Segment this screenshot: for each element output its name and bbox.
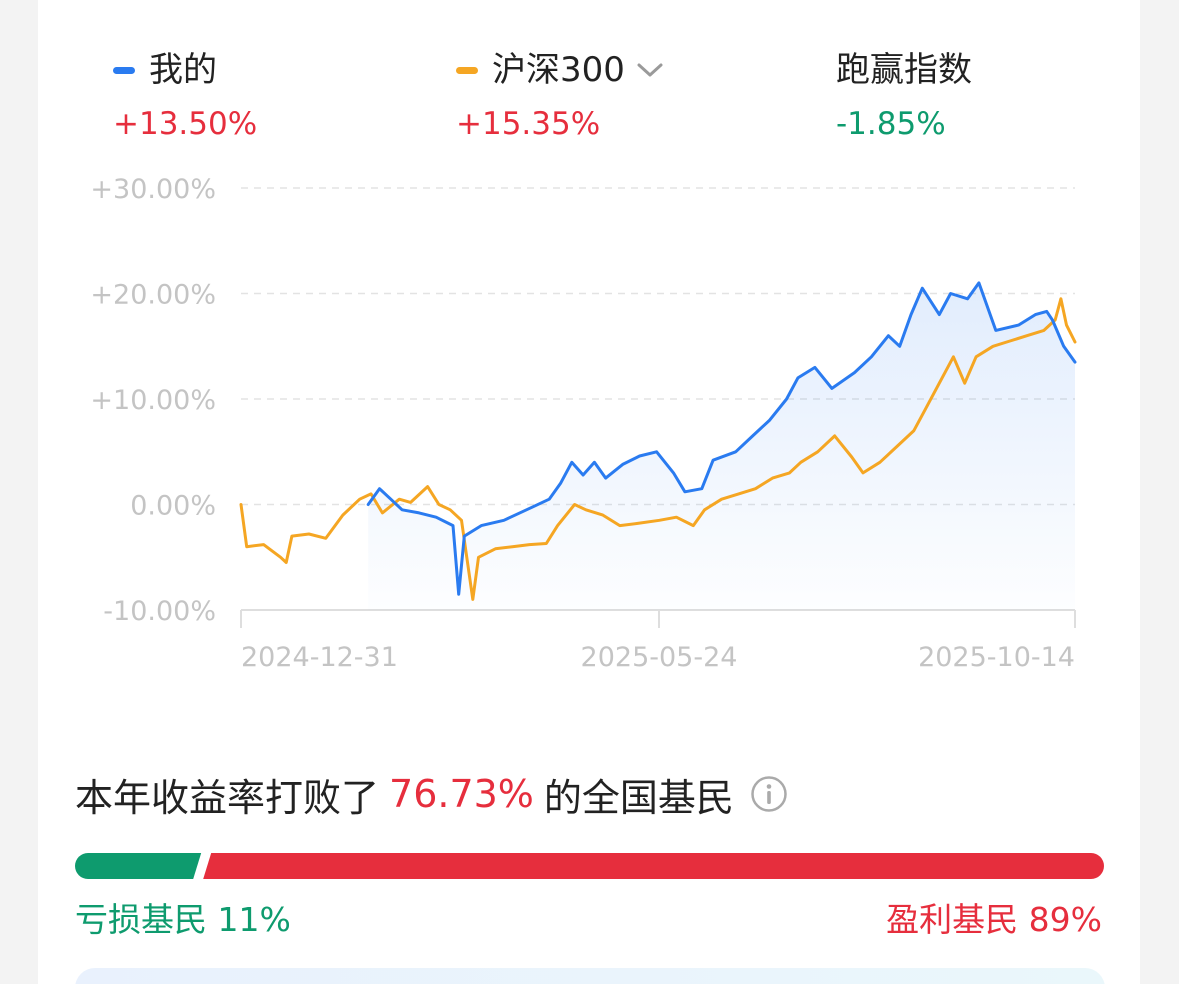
- legend-label-index: 沪深300: [492, 50, 625, 90]
- next-card-edge: [75, 968, 1105, 984]
- series-line-1: [239, 297, 1077, 601]
- x-tick-label: 2024-12-31: [241, 642, 398, 673]
- y-tick-label: +30.00%: [90, 174, 216, 205]
- chevron-down-icon[interactable]: [635, 60, 665, 80]
- legend-item-excess: 跑赢指数 -1.85%: [836, 50, 972, 144]
- returns-card: 我的 +13.50% 沪深300 +15.35% 跑赢指数 -1.85% +3: [38, 0, 1140, 984]
- y-tick-label: +20.00%: [90, 280, 216, 311]
- legend-swatch-index: [456, 66, 478, 74]
- legend-value-mine: +13.50%: [113, 106, 258, 142]
- win-investors-label: 盈利基民 89%: [886, 900, 1102, 939]
- win-segment: [203, 853, 1104, 879]
- investor-distribution-bar: [75, 853, 1104, 879]
- info-icon[interactable]: [750, 775, 788, 813]
- x-tick-label: 2025-05-24: [581, 642, 738, 673]
- rank-statement: 本年收益率打败了 76.73% 的全国基民: [75, 768, 788, 820]
- loss-investors-label: 亏损基民 11%: [75, 900, 291, 939]
- rank-prefix: 本年收益率打败了: [75, 775, 380, 820]
- y-tick-label: -10.00%: [103, 596, 216, 627]
- legend-swatch-mine: [113, 66, 135, 74]
- legend-value-index: +15.35%: [456, 106, 601, 142]
- series-line-0: [366, 281, 1077, 596]
- rank-suffix: 的全国基民: [543, 775, 734, 820]
- legend-label-mine: 我的: [149, 50, 217, 90]
- rank-value: 76.73%: [389, 772, 534, 816]
- legend-label-excess: 跑赢指数: [836, 50, 972, 90]
- legend-value-excess: -1.85%: [836, 106, 946, 142]
- returns-line-chart: +30.00% +20.00% +10.00% 0.00% -10.00% 2024-1…: [90, 174, 1077, 673]
- y-tick-label: +10.00%: [90, 385, 216, 416]
- legend-item-mine[interactable]: 我的 +13.50%: [113, 50, 257, 144]
- series-area-0: [368, 282, 1075, 610]
- y-tick-label: 0.00%: [130, 491, 216, 522]
- loss-segment: [75, 853, 202, 879]
- x-tick-label: 2025-10-14: [918, 642, 1075, 673]
- legend-item-index[interactable]: 沪深300 +15.35%: [456, 50, 665, 144]
